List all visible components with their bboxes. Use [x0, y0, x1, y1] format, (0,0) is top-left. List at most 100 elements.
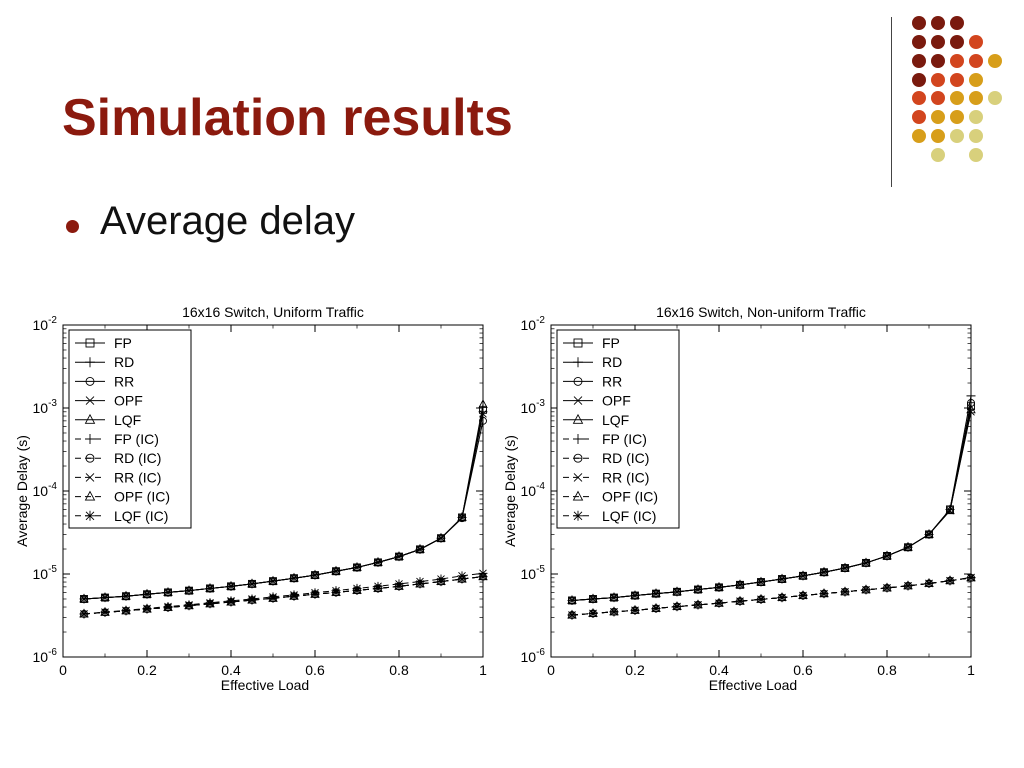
legend-label: FP (IC) [602, 431, 647, 447]
marker-triangle [310, 569, 320, 579]
x-tick-label: 0.6 [305, 662, 325, 678]
decorative-divider [891, 17, 892, 187]
legend-label: RR (IC) [114, 469, 161, 485]
marker-square [573, 338, 583, 348]
chart-title: 16x16 Switch, Uniform Traffic [182, 304, 364, 320]
decorative-dot [950, 54, 964, 68]
y-tick-label: 10-6 [33, 647, 58, 665]
decorative-dot [931, 35, 945, 49]
legend-item: RR [75, 373, 134, 389]
decorative-dot [969, 91, 983, 105]
x-tick-label: 0.4 [709, 662, 729, 678]
legend-item: OPF (IC) [75, 489, 170, 505]
marker-asterisk [79, 609, 89, 619]
marker-x [568, 596, 576, 605]
marker-triangle [457, 512, 467, 521]
legend-label: FP [114, 335, 132, 351]
marker-triangle [572, 490, 584, 501]
marker-asterisk [268, 592, 278, 602]
marker-triangle [924, 528, 934, 538]
decorative-dot [969, 129, 983, 143]
marker-asterisk [966, 572, 976, 582]
marker-square [967, 402, 975, 411]
legend-item: RR [563, 373, 622, 389]
decorative-dot [950, 73, 964, 87]
marker-triangle [394, 551, 404, 561]
legend-item: RD (IC) [563, 450, 649, 466]
marker-triangle [415, 543, 425, 553]
marker-asterisk [205, 598, 215, 608]
marker-triangle [310, 588, 320, 598]
legend-item: OPF [75, 393, 143, 409]
legend-label: OPF (IC) [602, 489, 658, 505]
slide-title: Simulation results [62, 89, 513, 147]
marker-asterisk [100, 607, 110, 617]
marker-asterisk [756, 594, 766, 604]
legend-item: FP [563, 335, 620, 351]
marker-triangle [331, 565, 341, 575]
marker-asterisk [226, 596, 236, 606]
legend-label: RR [114, 373, 134, 389]
marker-asterisk [184, 600, 194, 610]
legend: FP RD RR OPF LQF FP (IC) RD (IC) RR (IC) OPF (IC… [556, 329, 680, 529]
marker-triangle [572, 413, 584, 424]
marker-circle [458, 514, 466, 523]
marker-asterisk [588, 608, 598, 618]
marker-circle [862, 558, 870, 567]
legend-item: RD [75, 354, 134, 370]
marker-asterisk [85, 510, 95, 521]
marker-triangle [882, 550, 892, 560]
decorative-dot [931, 73, 945, 87]
marker-triangle [672, 586, 682, 596]
marker-asterisk [777, 593, 787, 603]
marker-triangle [861, 557, 871, 567]
decorative-dot [969, 110, 983, 124]
decorative-dot [931, 16, 945, 30]
x-tick-label: 0 [547, 662, 555, 678]
decorative-dot [969, 35, 983, 49]
marker-asterisk [630, 605, 640, 615]
x-tick-label: 1 [967, 662, 975, 678]
chart-non-uniform-traffic: 16x16 Switch, Non-uniform Traffic 10-2 10-… [502, 304, 976, 693]
marker-circle [904, 543, 912, 552]
y-axis-label: Average Delay (s) [14, 435, 30, 547]
legend-item: OPF (IC) [563, 489, 658, 505]
decorative-dot [931, 129, 945, 143]
marker-circle [799, 571, 807, 580]
marker-asterisk [714, 598, 724, 608]
marker-triangle [735, 579, 745, 589]
marker-x [85, 473, 95, 482]
y-tick-label: 10-3 [33, 398, 58, 416]
series-9 [79, 568, 488, 619]
series-4 [567, 404, 976, 604]
decorative-dot [950, 16, 964, 30]
marker-triangle [79, 593, 89, 603]
decorative-dot [950, 129, 964, 143]
marker-plus [85, 357, 95, 368]
y-tick-label: 10-4 [33, 481, 58, 499]
legend-label: RD [114, 354, 134, 370]
marker-asterisk [798, 591, 808, 601]
legend-item: LQF (IC) [75, 508, 168, 524]
x-tick-label: 0.4 [221, 662, 241, 678]
y-tick-label: 10-5 [521, 564, 546, 582]
marker-asterisk [672, 602, 682, 612]
marker-circle [820, 568, 828, 577]
marker-x [85, 396, 95, 405]
marker-circle [925, 530, 933, 539]
decorative-dot [931, 110, 945, 124]
marker-circle [395, 552, 403, 561]
marker-circle [883, 551, 891, 560]
marker-circle-minus [85, 453, 95, 463]
decorative-dot [931, 54, 945, 68]
legend-label: RD (IC) [602, 450, 649, 466]
marker-triangle [373, 582, 383, 592]
marker-asterisk [567, 610, 577, 620]
marker-circle [841, 564, 849, 572]
legend-item: LQF [563, 412, 629, 428]
marker-circle-minus [573, 453, 583, 463]
legend-label: RD (IC) [114, 450, 161, 466]
y-tick-label: 10-4 [521, 481, 546, 499]
legend-item: RR (IC) [563, 469, 649, 485]
y-tick-label: 10-6 [521, 647, 546, 665]
